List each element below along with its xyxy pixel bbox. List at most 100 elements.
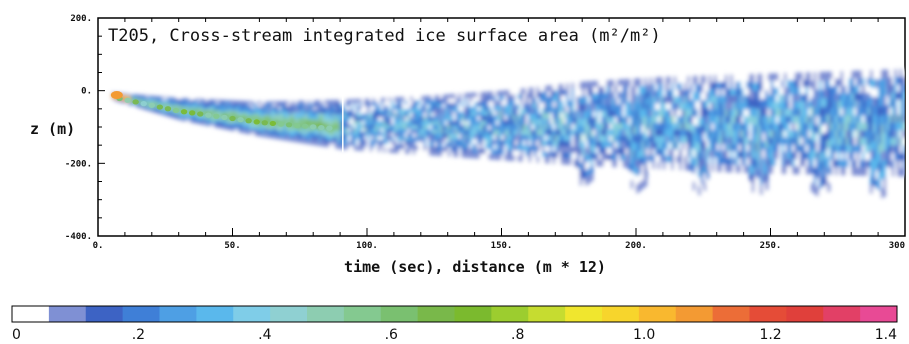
field-cell bbox=[393, 140, 398, 146]
field-cell bbox=[603, 141, 608, 149]
field-cell bbox=[727, 164, 731, 173]
field-cell bbox=[367, 143, 371, 148]
field-cell bbox=[582, 111, 586, 120]
field-cell bbox=[488, 120, 492, 126]
field-cell bbox=[498, 95, 503, 102]
field-cell bbox=[748, 156, 753, 166]
field-cell bbox=[219, 103, 223, 107]
field-cell bbox=[506, 115, 511, 121]
field-cell bbox=[598, 135, 602, 143]
field-cell bbox=[843, 100, 847, 109]
field-cell bbox=[219, 121, 223, 125]
field-cell bbox=[436, 142, 441, 148]
field-cell bbox=[423, 116, 427, 122]
field-cell bbox=[340, 117, 344, 122]
field-cell bbox=[802, 115, 807, 124]
field-cell bbox=[388, 124, 392, 130]
field-cell bbox=[687, 163, 691, 171]
field-cell bbox=[173, 116, 177, 119]
field-cell bbox=[501, 115, 505, 121]
field-cell bbox=[410, 125, 414, 130]
field-cell bbox=[501, 135, 505, 141]
field-cell bbox=[445, 125, 449, 131]
field-cell bbox=[310, 116, 314, 120]
field-cell bbox=[722, 137, 726, 145]
field-cell bbox=[716, 130, 720, 138]
field-cell bbox=[781, 158, 785, 167]
field-cell bbox=[568, 88, 573, 96]
field-cell bbox=[517, 99, 521, 105]
field-cell bbox=[851, 100, 855, 109]
field-cell bbox=[829, 115, 833, 124]
field-cell bbox=[555, 107, 559, 114]
field-cell bbox=[364, 120, 368, 126]
field-cell bbox=[644, 131, 648, 141]
field-cell bbox=[401, 128, 406, 134]
field-cell bbox=[641, 101, 645, 111]
field-cell bbox=[377, 109, 382, 114]
field-cell bbox=[770, 151, 774, 160]
field-cell bbox=[122, 96, 126, 98]
field-cell bbox=[619, 160, 624, 168]
field-cell bbox=[272, 135, 277, 139]
field-cell bbox=[143, 99, 148, 101]
field-cell bbox=[132, 94, 137, 96]
field-cell bbox=[315, 106, 320, 111]
field-cell bbox=[122, 101, 126, 103]
field-cell bbox=[345, 127, 349, 133]
field-cell bbox=[401, 120, 406, 126]
field-cell bbox=[162, 99, 166, 102]
field-cell bbox=[431, 142, 435, 148]
field-cell bbox=[477, 106, 481, 112]
field-cell bbox=[732, 123, 737, 131]
field-cell bbox=[286, 100, 290, 105]
field-cell bbox=[746, 158, 750, 167]
field-cell bbox=[466, 115, 470, 122]
field-cell bbox=[367, 139, 371, 144]
field-cell bbox=[138, 96, 142, 99]
field-cell bbox=[455, 125, 460, 131]
field-cell bbox=[213, 124, 217, 128]
field-cell bbox=[418, 125, 422, 130]
field-cell bbox=[805, 94, 809, 102]
field-cell bbox=[358, 113, 363, 118]
field-cell bbox=[267, 132, 271, 136]
field-cell bbox=[194, 114, 199, 117]
field-cell bbox=[660, 116, 664, 124]
field-cell bbox=[730, 74, 734, 83]
field-cell bbox=[466, 97, 470, 103]
field-cell bbox=[743, 81, 747, 89]
field-cell bbox=[818, 188, 823, 199]
field-cell bbox=[853, 78, 858, 87]
field-cell bbox=[439, 103, 443, 109]
field-cell bbox=[700, 108, 704, 118]
field-cell bbox=[151, 100, 156, 103]
field-cell bbox=[808, 166, 812, 175]
field-cell bbox=[856, 85, 860, 94]
field-cell bbox=[695, 175, 699, 185]
field-cell bbox=[157, 103, 161, 106]
field-cell bbox=[251, 127, 255, 131]
field-cell bbox=[576, 89, 581, 98]
field-cell bbox=[181, 118, 185, 121]
field-cell bbox=[630, 86, 634, 95]
field-cell bbox=[329, 143, 333, 148]
field-cell bbox=[200, 116, 204, 120]
field-cell bbox=[149, 98, 153, 101]
field-cell bbox=[254, 110, 258, 114]
field-cell bbox=[617, 123, 621, 130]
field-cell bbox=[566, 129, 570, 136]
field-cell bbox=[544, 135, 548, 142]
field-cell bbox=[813, 124, 817, 134]
field-cell bbox=[837, 86, 842, 95]
field-cell bbox=[689, 107, 694, 117]
field-cell bbox=[426, 125, 430, 130]
field-cell bbox=[740, 109, 745, 117]
field-cell bbox=[853, 167, 858, 176]
field-cell bbox=[485, 144, 489, 150]
field-cell bbox=[711, 82, 715, 90]
field-cell bbox=[202, 119, 207, 122]
field-cell bbox=[703, 149, 707, 158]
field-cell bbox=[310, 103, 314, 108]
field-cell bbox=[641, 125, 645, 134]
